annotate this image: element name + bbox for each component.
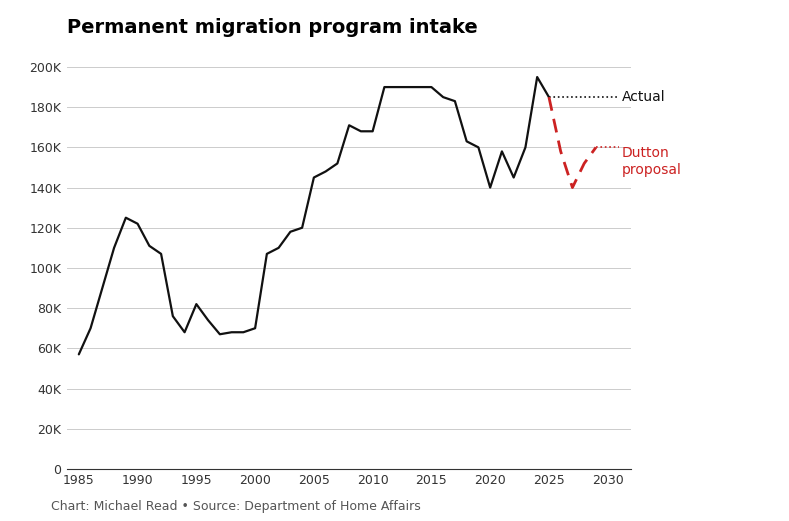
Text: Actual: Actual bbox=[622, 90, 665, 104]
Text: Chart: Michael Read • Source: Department of Home Affairs: Chart: Michael Read • Source: Department… bbox=[51, 500, 421, 513]
Text: Dutton
proposal: Dutton proposal bbox=[622, 146, 682, 177]
Text: Permanent migration program intake: Permanent migration program intake bbox=[67, 18, 478, 37]
